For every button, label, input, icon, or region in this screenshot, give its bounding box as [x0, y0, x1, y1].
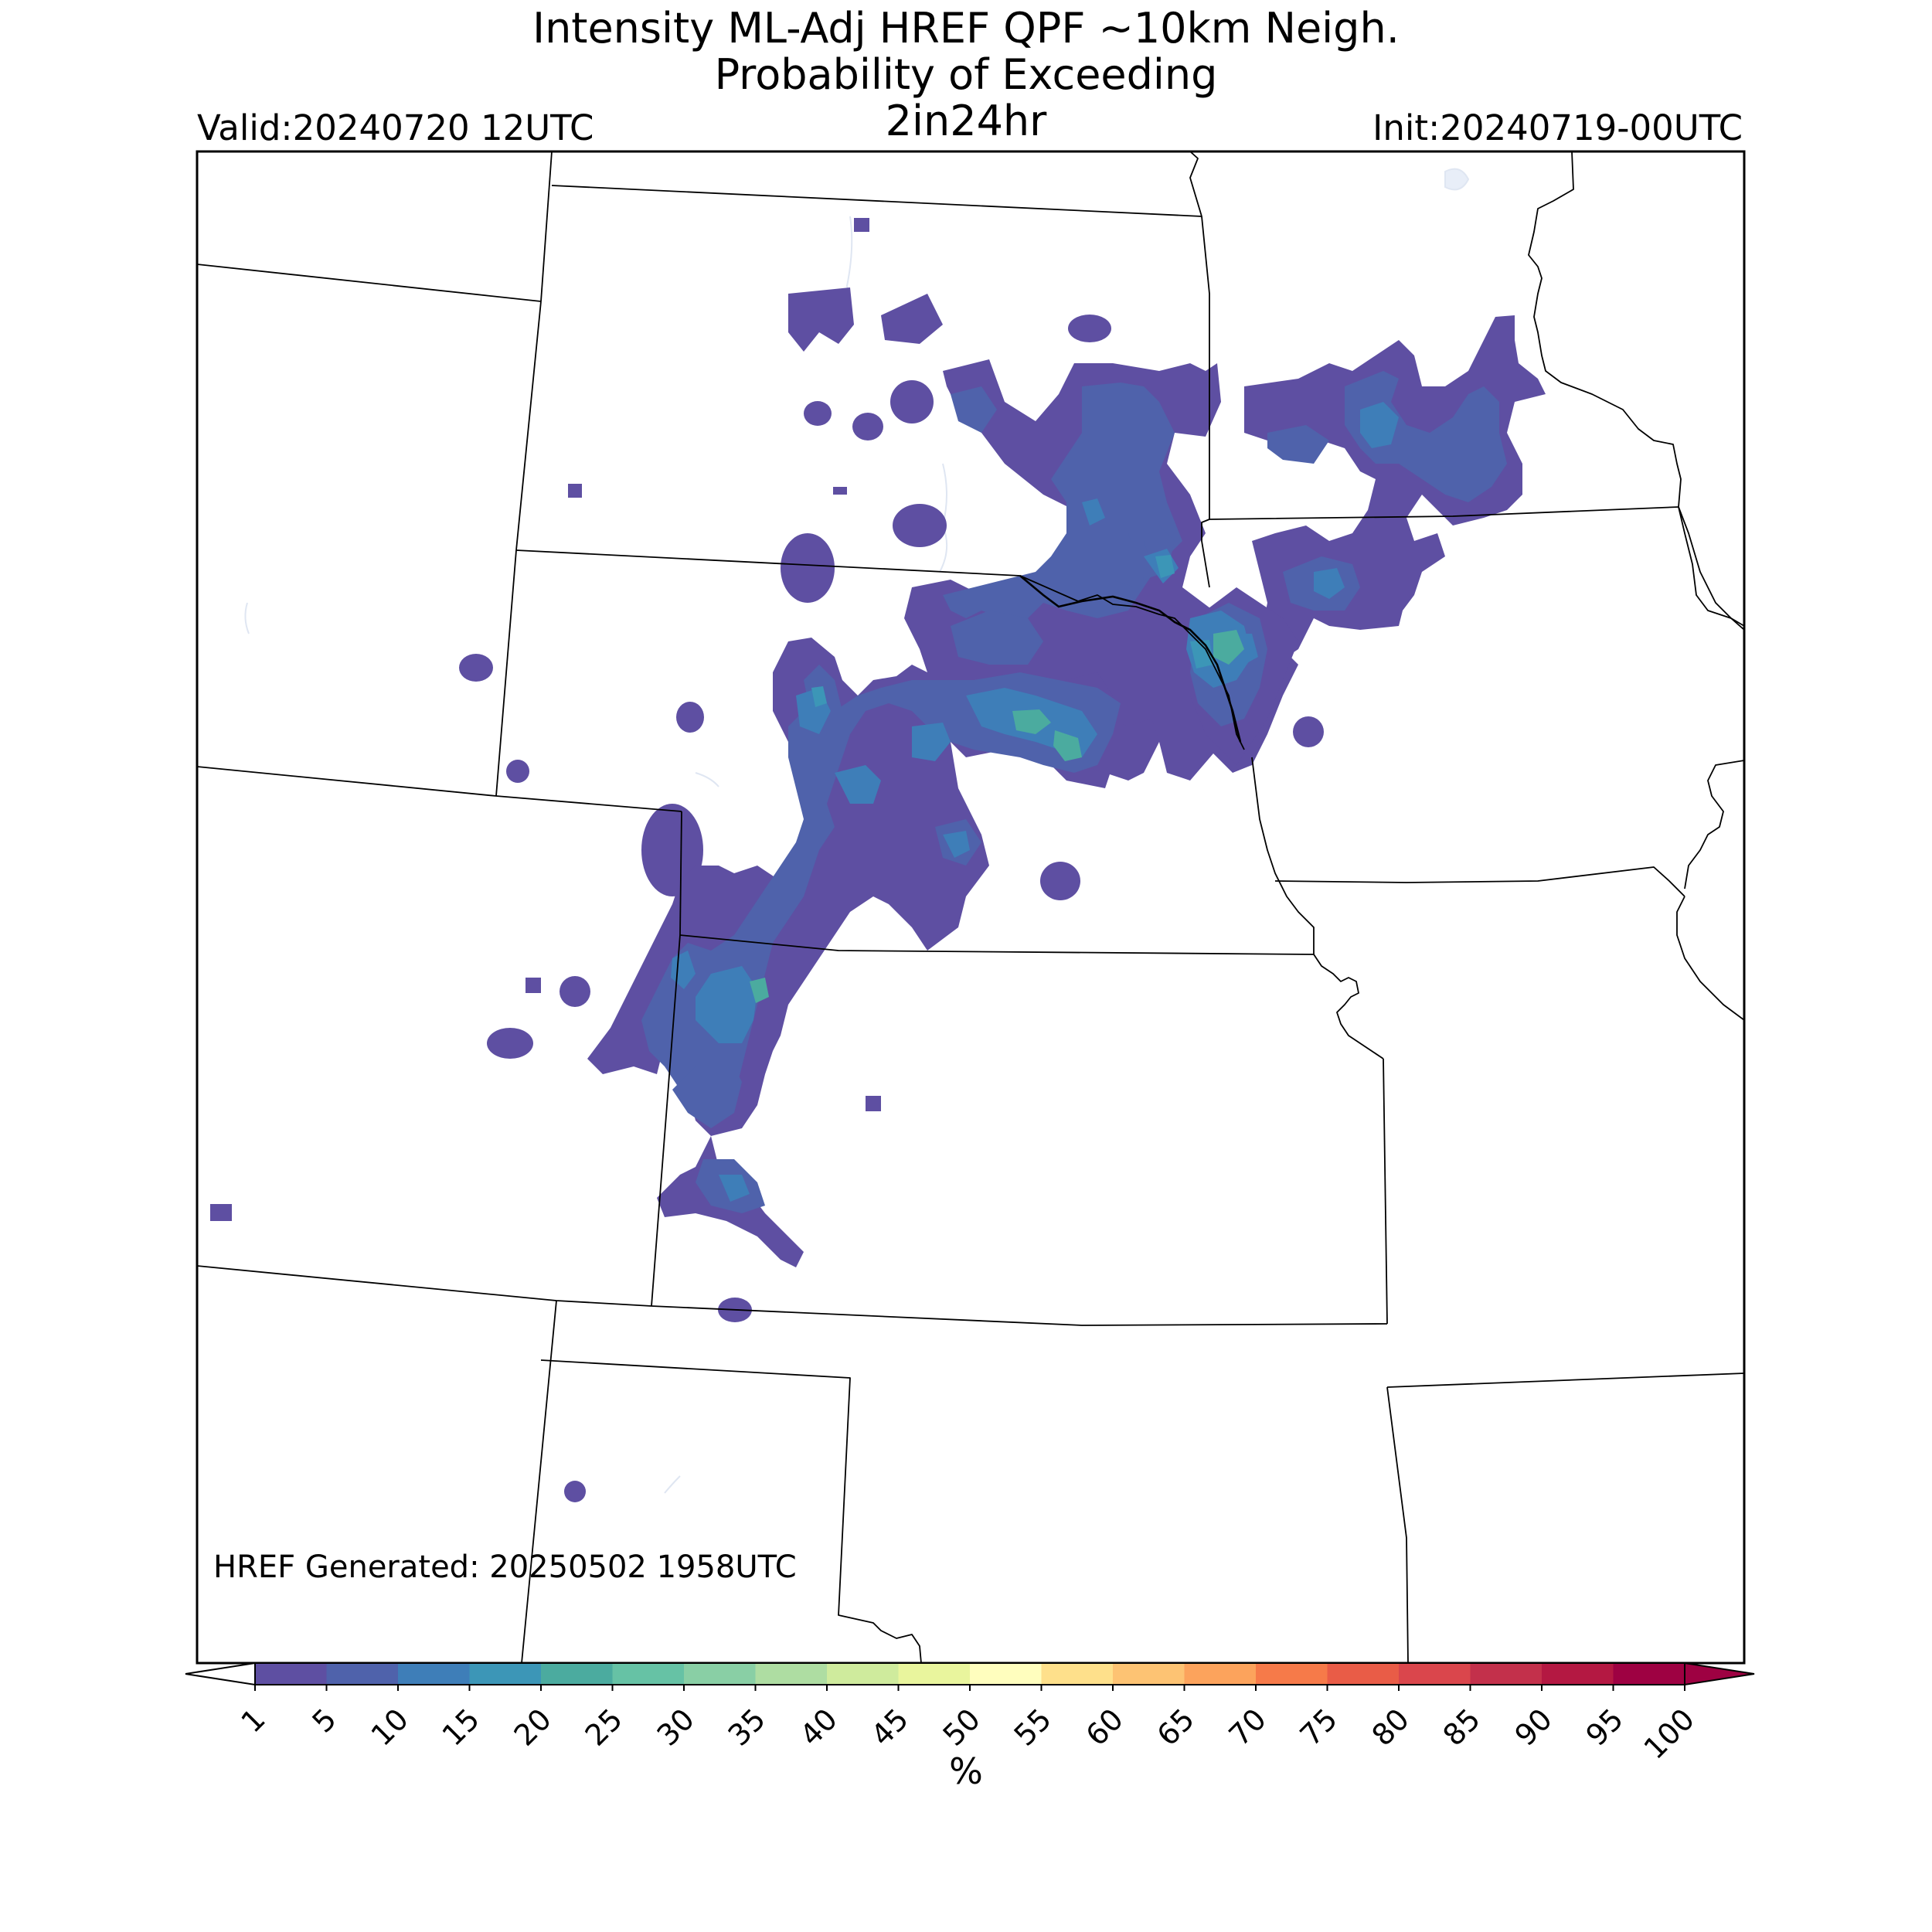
title-line-3: 2in24hr	[885, 97, 1047, 145]
generated-note: HREF Generated: 20250502 1958UTC	[213, 1549, 797, 1585]
title-line-2: Probability of Exceeding	[714, 50, 1218, 99]
river	[1019, 575, 1242, 743]
colorbar-segment	[1184, 1663, 1257, 1685]
colorbar-label: %	[949, 1750, 983, 1792]
map-area	[197, 151, 1744, 1663]
colorbar-segment	[469, 1663, 542, 1685]
init-time: Init:20240719-00UTC	[1372, 107, 1743, 148]
colorbar-segment	[1113, 1663, 1185, 1685]
colorbar-segment	[541, 1663, 613, 1685]
colorbar-segment	[898, 1663, 971, 1685]
colorbar-segment	[1041, 1663, 1114, 1685]
colorbar-segment	[755, 1663, 828, 1685]
colorbar-segment	[1613, 1663, 1685, 1685]
colorbar-over-arrow	[1684, 1662, 1755, 1686]
colorbar-under-arrow	[185, 1662, 256, 1686]
probability-10-15pct	[671, 402, 1399, 1202]
valid-time: Valid:20240720 12UTC	[197, 107, 594, 148]
colorbar-segment	[970, 1663, 1042, 1685]
colorbar-segment	[398, 1663, 470, 1685]
colorbar-segment	[1542, 1663, 1614, 1685]
colorbar-segment	[326, 1663, 399, 1685]
colorbar-segment	[255, 1663, 327, 1685]
title-line-1: Intensity ML-Adj HREF QPF ~10km Neigh.	[532, 4, 1400, 53]
colorbar-segment	[1327, 1663, 1400, 1685]
colorbar-segment	[612, 1663, 685, 1685]
colorbar-segment	[827, 1663, 899, 1685]
colorbar-segment	[1256, 1663, 1328, 1685]
colorbar-segment	[1470, 1663, 1543, 1685]
colorbar	[185, 1662, 1755, 1691]
colorbar-segment	[1399, 1663, 1471, 1685]
water-features	[244, 168, 1470, 1494]
colorbar-segment	[684, 1663, 756, 1685]
